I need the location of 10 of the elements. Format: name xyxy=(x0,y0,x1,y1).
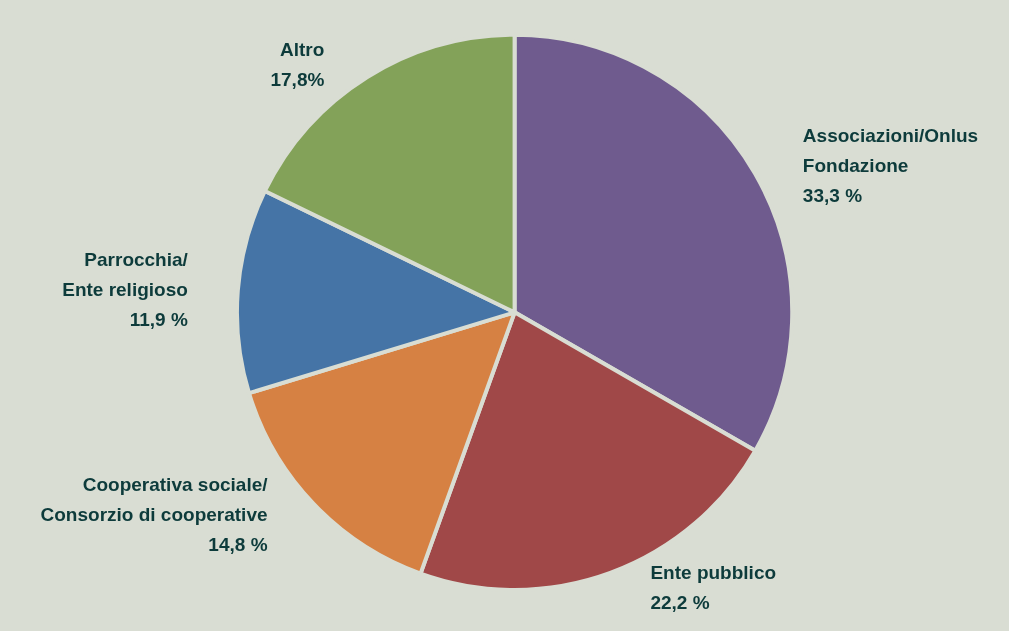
slice-label: Associazioni/Onlus Fondazione xyxy=(802,125,979,177)
data-label: 22,2 % xyxy=(650,591,710,613)
data-label: 14,8 % xyxy=(208,533,268,555)
slice-label: Ente pubblico xyxy=(650,561,777,583)
slice-label: Altro xyxy=(280,38,325,60)
slice-label: Parrocchia/ Ente religioso xyxy=(62,248,189,300)
data-label: 33,3 % xyxy=(802,185,863,207)
data-label: 11,9 % xyxy=(129,308,188,330)
slice-label: Cooperativa sociale/ Consorzio di cooperative xyxy=(40,473,269,525)
data-label: 17,8% xyxy=(270,68,325,90)
